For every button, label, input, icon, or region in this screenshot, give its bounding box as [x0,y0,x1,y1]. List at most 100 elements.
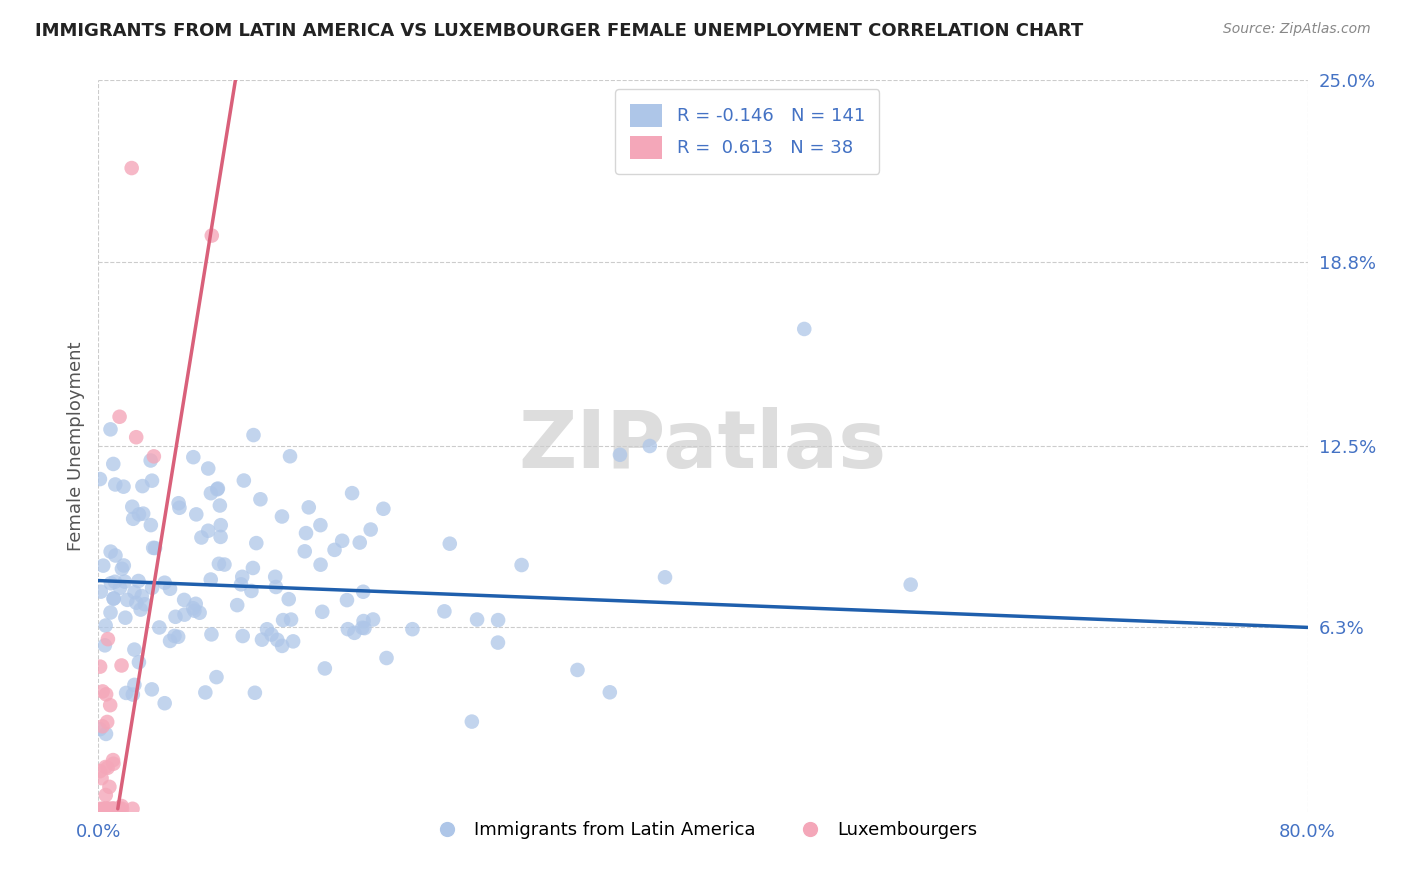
Point [465,613,488,627]
Point [142,450,165,464]
Point [91,802,114,816]
Point [340,486,363,500]
Point [232,474,254,488]
Point [167,496,190,510]
Point [110,799,132,814]
Point [271,613,294,627]
Point [486,635,509,649]
Point [167,630,190,644]
Point [197,461,219,475]
Point [129,602,152,616]
Point [232,629,254,643]
Point [91,719,114,733]
Point [186,508,208,522]
Point [169,500,191,515]
Point [264,570,287,584]
Point [108,409,131,424]
Point [96,802,118,816]
Point [125,596,148,610]
Point [91,558,114,573]
Point [242,561,264,575]
Point [638,439,661,453]
Point [97,802,120,816]
Point [104,477,127,491]
Point [793,322,815,336]
Point [200,627,222,641]
Point [249,492,271,507]
Point [97,632,120,647]
Point [266,632,288,647]
Point [401,622,423,636]
Point [128,655,150,669]
Point [104,549,127,563]
Point [184,597,207,611]
Point [111,802,134,816]
Point [104,574,127,589]
Point [352,584,374,599]
Point [361,612,384,626]
Point [89,472,111,486]
Point [208,499,231,513]
Point [240,584,263,599]
Point [159,582,181,596]
Point [295,526,318,541]
Point [100,544,122,558]
Point [131,479,153,493]
Point [107,802,129,816]
Point [280,613,302,627]
Point [214,558,236,572]
Point [127,574,149,588]
Point [201,228,224,243]
Point [183,604,205,618]
Point [143,541,166,555]
Point [165,609,187,624]
Point [352,621,374,635]
Point [209,530,232,544]
Point [124,585,146,599]
Point [117,592,139,607]
Point [111,562,134,576]
Point [94,760,117,774]
Point [139,453,162,467]
Point [132,507,155,521]
Point [900,577,922,591]
Point [264,580,287,594]
Point [486,613,509,627]
Point [153,575,176,590]
Point [330,533,353,548]
Point [209,518,232,533]
Point [108,581,131,595]
Point [245,536,267,550]
Point [97,761,120,775]
Point [100,422,122,436]
Point [94,802,117,816]
Point [104,802,127,816]
Point [124,678,146,692]
Point [439,537,461,551]
Point [141,682,163,697]
Point [375,651,398,665]
Point [323,542,346,557]
Point [98,802,121,816]
Point [311,605,333,619]
Point [98,698,121,713]
Point [277,592,299,607]
Point [205,670,228,684]
Point [122,512,145,526]
Point [200,486,222,500]
Point [207,483,229,497]
Point [110,658,132,673]
Text: IMMIGRANTS FROM LATIN AMERICA VS LUXEMBOURGER FEMALE UNEMPLOYMENT CORRELATION CH: IMMIGRANTS FROM LATIN AMERICA VS LUXEMBO… [35,22,1084,40]
Point [103,756,125,771]
Point [153,696,176,710]
Point [271,509,294,524]
Point [226,598,249,612]
Point [343,625,366,640]
Point [121,500,143,514]
Legend: Immigrants from Latin America, Luxembourgers: Immigrants from Latin America, Luxembour… [422,814,984,847]
Point [142,541,165,555]
Point [231,570,253,584]
Point [461,714,484,729]
Point [298,500,321,515]
Point [103,802,125,816]
